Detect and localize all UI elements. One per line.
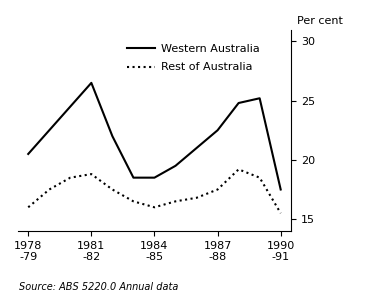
Text: Source: ABS 5220.0 Annual data: Source: ABS 5220.0 Annual data [19, 282, 179, 292]
Western Australia [68, 105, 73, 108]
Western Australia [110, 135, 115, 138]
Western Australia [26, 152, 30, 156]
Rest of Australia [236, 168, 241, 171]
Rest of Australia [110, 188, 115, 191]
Western Australia [194, 146, 199, 150]
Western Australia [278, 188, 283, 191]
Text: Per cent: Per cent [297, 16, 343, 25]
Rest of Australia [278, 212, 283, 215]
Rest of Australia [257, 176, 262, 179]
Western Australia [215, 129, 220, 132]
Western Australia [131, 176, 136, 179]
Line: Western Australia: Western Australia [28, 83, 281, 189]
Legend: Western Australia, Rest of Australia: Western Australia, Rest of Australia [123, 39, 264, 77]
Rest of Australia [173, 200, 178, 203]
Rest of Australia [68, 176, 73, 179]
Rest of Australia [152, 206, 157, 209]
Rest of Australia [131, 200, 136, 203]
Western Australia [173, 164, 178, 168]
Line: Rest of Australia: Rest of Australia [28, 169, 281, 213]
Rest of Australia [26, 206, 30, 209]
Rest of Australia [89, 172, 94, 176]
Western Australia [152, 176, 157, 179]
Rest of Australia [47, 188, 52, 191]
Western Australia [47, 129, 52, 132]
Western Australia [236, 101, 241, 105]
Rest of Australia [194, 196, 199, 200]
Western Australia [89, 81, 94, 85]
Western Australia [257, 96, 262, 100]
Rest of Australia [215, 188, 220, 191]
